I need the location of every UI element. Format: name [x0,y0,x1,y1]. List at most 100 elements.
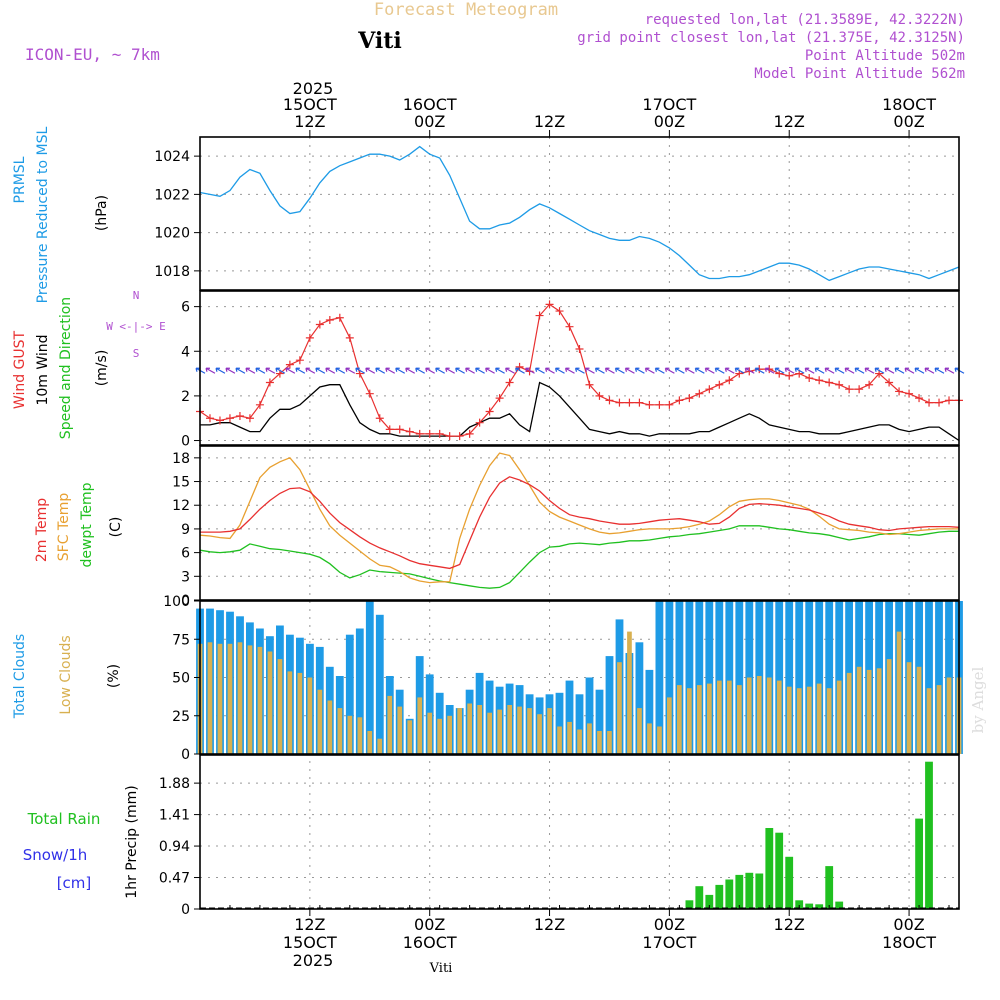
wind-direction-arrow [265,367,276,374]
wind-label-gust: Wind GUST [12,330,28,409]
rain-bar [705,894,714,909]
precip-y-tick-label: 0 [181,902,190,918]
wind-direction-arrow [205,367,216,374]
low-clouds-bar [517,706,522,754]
rain-bar [775,832,784,909]
low-clouds-bar [377,738,383,754]
bottom-axis-time-label: 12Z [774,915,805,934]
total-clouds-bar [655,601,664,754]
total-clouds-bar [585,677,594,754]
total-clouds-bar [635,642,644,754]
wind-gust-point [425,429,434,438]
rain-bar [785,856,794,909]
low-clouds-bar [687,688,692,754]
wind-label-unit: (m/s) [94,350,110,387]
low-clouds-bar [487,712,492,754]
low-clouds-bar [387,695,393,754]
wind-direction-arrow [764,367,775,374]
clouds-y-tick-label: 25 [172,709,190,725]
wind-gust-point [395,425,404,434]
total-clouds-bar [705,601,714,754]
total-clouds-bar [735,601,744,754]
low-clouds-bar [926,688,932,754]
pressure-panel-frame [199,136,960,291]
bottom-axis-time-label: 12Z [534,915,565,934]
wind-direction-arrow [534,367,545,374]
wind-gust-point [205,414,214,423]
low-clouds-bar [217,643,223,754]
bottom-axis-date-label: 18OCT [882,933,936,952]
temp-y-tick-label: 18 [172,451,190,467]
precip-y-tick-label: 1.88 [159,776,190,792]
wind-gust-point [635,398,644,407]
wind-gust-point [915,394,924,403]
low-clouds-bar [647,723,652,754]
low-clouds-bar [667,697,672,754]
temp-y-tick-label: 0 [181,593,190,609]
low-clouds-bar [477,705,482,754]
point-altitude: Point Altitude 502m [805,48,965,64]
rain-bar [745,872,754,909]
wind-gust-point [315,320,324,329]
total-clouds-bar [565,680,574,754]
wind-direction-arrow [275,367,286,374]
wind-direction-arrow [904,367,915,374]
wind-direction-arrow [455,367,465,374]
wind-direction-arrow [235,367,246,374]
wind-gust-point [715,380,724,389]
rain-bar [735,874,744,909]
wind-direction-arrow [485,367,495,374]
wind-direction-arrow [255,367,266,374]
low-clouds-bar [367,731,373,754]
wind-direction-arrow [784,367,795,374]
location-name: Viti [357,28,402,54]
clouds-label-unit: (%) [106,664,122,688]
low-clouds-bar [247,645,253,754]
wind-direction-arrow [734,367,745,374]
wind-gust-point [615,398,624,407]
low-clouds-bar [467,703,472,754]
precip-y-tick-label: 1.41 [159,808,190,824]
wind-direction-arrow [495,367,505,374]
clouds-y-tick-label: 50 [172,671,190,687]
clouds-y-tick-label: 100 [163,594,190,610]
low-clouds-bar [916,666,922,754]
clouds-label-total: Total Clouds [12,634,28,719]
compass-west-east: W <-|-> E [106,320,166,333]
low-clouds-bar [776,680,782,754]
total-clouds-bar [825,601,834,754]
wind-direction-arrow [544,367,555,374]
wind-speed-series-line [200,381,960,442]
wind-gust-point [245,414,254,423]
wind-gust-point [415,429,424,438]
low-clouds-bar [277,659,283,754]
wind-direction-arrow [634,367,645,374]
wind-direction-arrow [874,367,885,374]
low-clouds-bar [327,700,333,754]
wind-gust-point [935,398,944,407]
bottom-axis-date-label: 17OCT [642,933,696,952]
wind-direction-arrow [604,367,615,374]
precip-label-snow: Snow/1h [23,846,88,864]
low-clouds-bar [597,731,602,754]
wind-direction-arrow [884,367,895,374]
low-clouds-bar [737,685,742,754]
wind-gust-point [505,378,514,387]
wind-y-tick-label: 2 [181,389,190,405]
wind-gust-point [805,374,814,383]
wind-direction-arrow [704,367,715,374]
total-clouds-bar [575,694,584,754]
low-clouds-bar [746,677,752,754]
wind-label-speed-direction: Speed and Direction [58,297,74,439]
low-clouds-bar [786,686,792,754]
wind-direction-arrow [335,367,346,374]
temp-panel-frame [199,445,960,601]
total-clouds-bar [805,601,814,754]
top-axis-date-label: 18OCT [882,95,936,114]
wind-direction-arrow [594,367,605,374]
wind-direction-arrow [245,367,256,374]
wind-direction-arrow [285,367,296,374]
wind-gust-point [675,396,684,405]
wind-direction-arrow [225,367,236,374]
pressure-y-tick-label: 1018 [154,264,190,280]
